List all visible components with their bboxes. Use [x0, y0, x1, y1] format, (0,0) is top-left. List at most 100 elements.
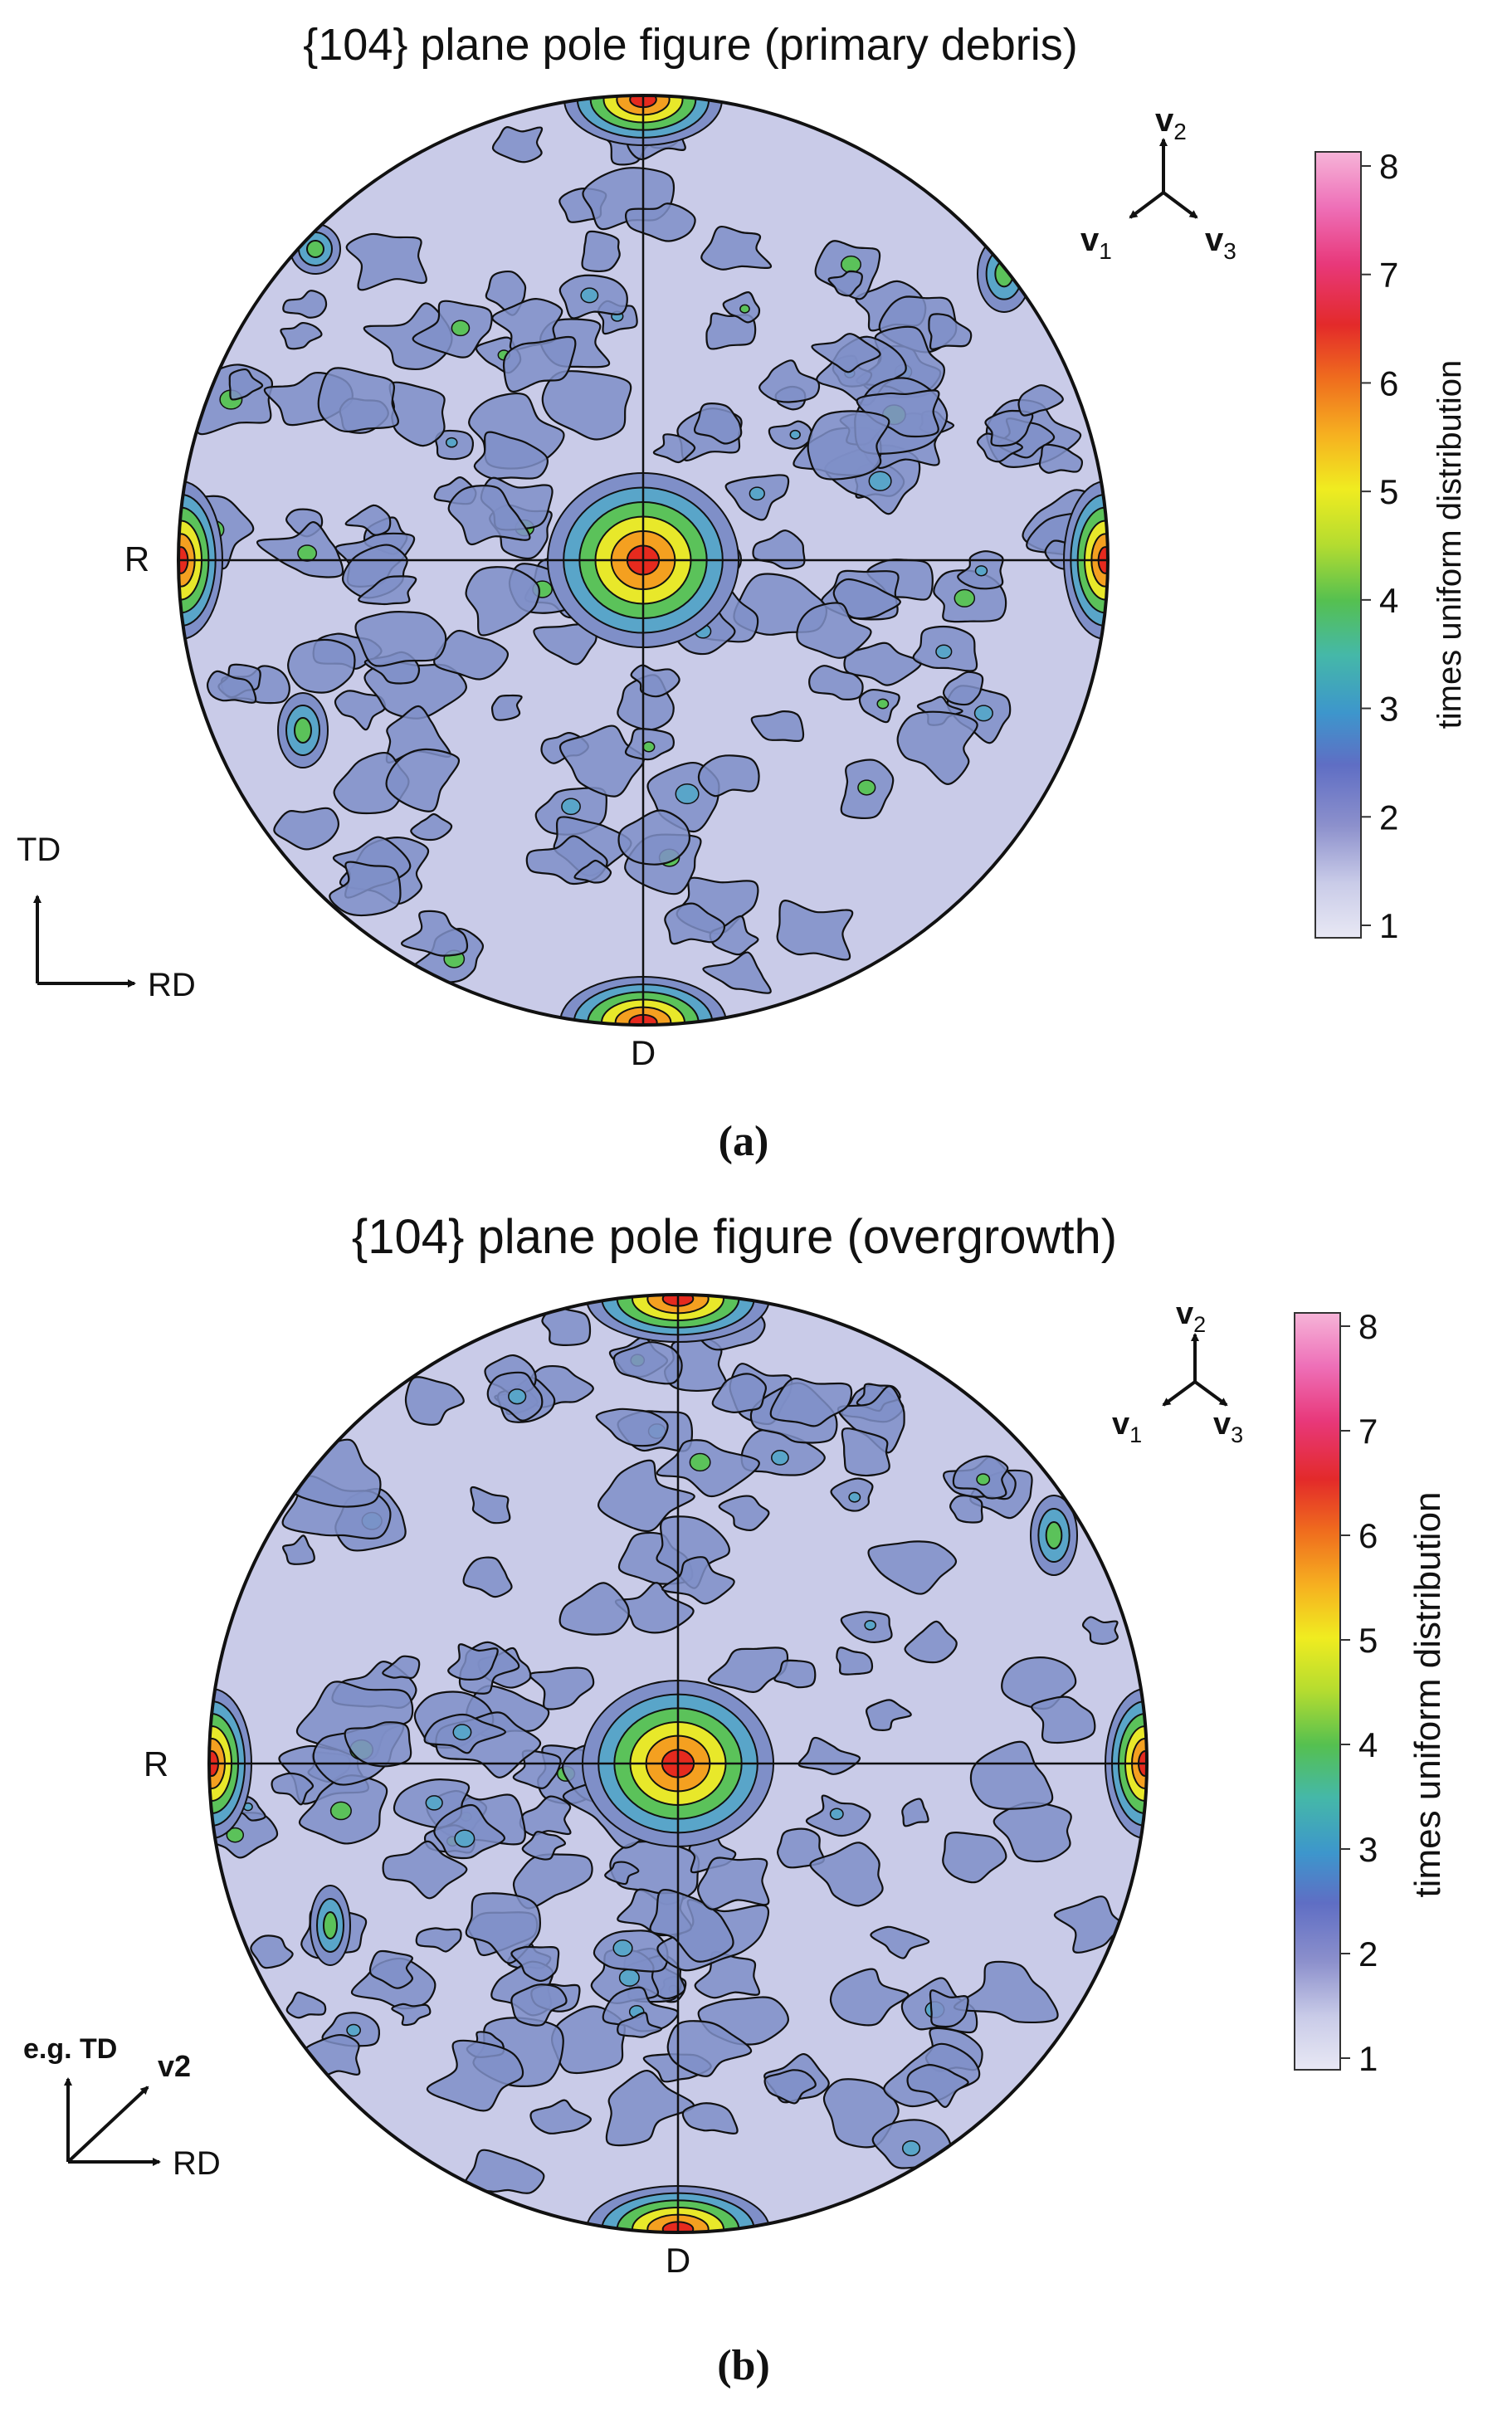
colorbar-tick-label: 4: [1379, 581, 1398, 620]
texture-blob: [836, 1385, 905, 1454]
texture-blob: [447, 1643, 499, 1681]
texture-blob-core: [642, 741, 656, 753]
texture-blob-core: [976, 1473, 991, 1486]
texture-blob: [502, 335, 577, 393]
texture-blob: [969, 1740, 1054, 1810]
texture-blob-core: [876, 698, 890, 710]
texture-blob-core: [771, 1449, 789, 1466]
texture-blob-core: [974, 565, 988, 577]
texture-blob: [1017, 384, 1064, 417]
texture-blob: [942, 671, 984, 706]
texture-blob: [697, 1856, 770, 1910]
texture-blob-core: [868, 471, 892, 491]
colorbar-tick-label: 5: [1358, 1621, 1378, 1660]
texture-blob-core: [580, 287, 599, 304]
texture-blob: [1053, 1895, 1124, 1954]
texture-blob: [702, 951, 772, 994]
caption-b: (b): [717, 2342, 770, 2389]
texture-blob: [1081, 1616, 1119, 1645]
intensity-peak-contour: [1045, 1521, 1063, 1549]
texture-blob: [664, 902, 726, 945]
colorbar-a-title: times uniform distribution: [1432, 360, 1468, 729]
texture-blob-core: [789, 429, 801, 440]
texture-blob: [287, 638, 356, 694]
texture-blob: [811, 333, 881, 373]
colorbar-tick-label: 6: [1358, 1516, 1378, 1555]
texture-blob-core: [445, 437, 458, 448]
texture-blob-core: [739, 304, 750, 314]
texture-blob-core: [297, 544, 318, 562]
texture-blob: [776, 900, 854, 961]
panel-a-title: {104} plane pole figure (primary debris): [303, 20, 1078, 70]
bottom-axis-label-a: D: [631, 1033, 656, 1072]
colorbar-b-gradient: [1294, 1312, 1341, 2071]
texture-blob: [993, 1801, 1072, 1863]
texture-blob: [333, 751, 410, 815]
texture-blob: [529, 1666, 595, 1710]
texture-blob: [595, 1408, 669, 1447]
texture-blob: [345, 232, 427, 291]
texture-blob: [796, 602, 872, 659]
texture-blob: [901, 1798, 929, 1827]
sample-axes-b: e.g. TD RD v2: [23, 2033, 221, 2182]
texture-blob: [865, 1699, 912, 1731]
texture-blob: [693, 402, 743, 445]
intensity-peak-contour: [306, 240, 324, 258]
texture-blob-core: [857, 779, 876, 796]
panel-b-title: {104} plane pole figure (overgrowth): [352, 1210, 1117, 1264]
texture-blob: [942, 1832, 1007, 1884]
texture-blob: [541, 370, 632, 441]
texture-blob: [904, 1620, 958, 1664]
texture-blob: [464, 2149, 545, 2194]
texture-blob: [491, 126, 544, 163]
colorbar-a-ticks: 1 2 3 4 5 6 7 8: [1361, 147, 1398, 945]
texture-blob: [368, 1949, 413, 1989]
left-axis-label-b: R: [144, 1744, 168, 1783]
texture-blob: [661, 1556, 735, 1605]
texture-blob-core: [618, 1969, 640, 1987]
sample-axes-a: TD RD: [17, 832, 196, 1003]
texture-blob: [512, 1853, 593, 1910]
crystal-axes-triad-a: v2 v1 v3: [1080, 102, 1236, 264]
texture-blob-core: [935, 644, 953, 659]
texture-blob: [401, 910, 469, 957]
colorbar-b-ticks: 1 2 3 4 5 6 7 8: [1340, 1307, 1378, 2078]
rd-axis-label-b: RD: [173, 2145, 221, 2182]
texture-blob-core: [561, 798, 581, 816]
v3-axis-label-a: v3: [1205, 222, 1236, 264]
texture-blob: [285, 1991, 327, 2019]
texture-blob: [700, 225, 773, 271]
texture-blob-core: [689, 1452, 711, 1472]
colorbar-tick-label: 1: [1358, 2039, 1378, 2078]
texture-blob: [612, 1341, 683, 1385]
panel-b: {104} plane pole figure (overgrowth) R D…: [23, 1210, 1448, 2389]
colorbar-a-gradient: [1314, 151, 1362, 939]
texture-blob-core: [612, 1939, 633, 1957]
td-axis-label-a: TD: [17, 832, 61, 868]
intensity-peak-contour: [323, 1911, 338, 1939]
panel-a: {104} plane pole figure (primary debris)…: [17, 20, 1468, 1165]
texture-blob: [415, 1927, 462, 1953]
colorbar-a: 1 2 3 4 5 6 7 8 times uniform distribution: [1314, 147, 1468, 945]
texture-blob: [617, 2012, 663, 2038]
texture-blob: [827, 270, 863, 297]
texture-blob: [697, 754, 760, 798]
texture-blob: [752, 529, 806, 570]
texture-blob: [473, 431, 549, 480]
texture-blob: [929, 1989, 969, 2028]
texture-blob: [510, 1983, 568, 2027]
texture-blob: [282, 290, 328, 319]
texture-blob: [928, 313, 973, 350]
texture-blob: [807, 410, 890, 481]
texture-blob: [617, 809, 690, 866]
texture-blob-core: [452, 1724, 472, 1741]
texture-blob: [652, 433, 696, 464]
bottom-axis-label-b: D: [666, 2241, 690, 2280]
texture-blob: [1038, 443, 1083, 474]
texture-blob-core: [425, 1795, 443, 1811]
texture-blob: [228, 368, 264, 401]
texture-blob: [856, 389, 940, 438]
texture-blob: [404, 1376, 465, 1426]
texture-blob: [773, 1659, 817, 1689]
